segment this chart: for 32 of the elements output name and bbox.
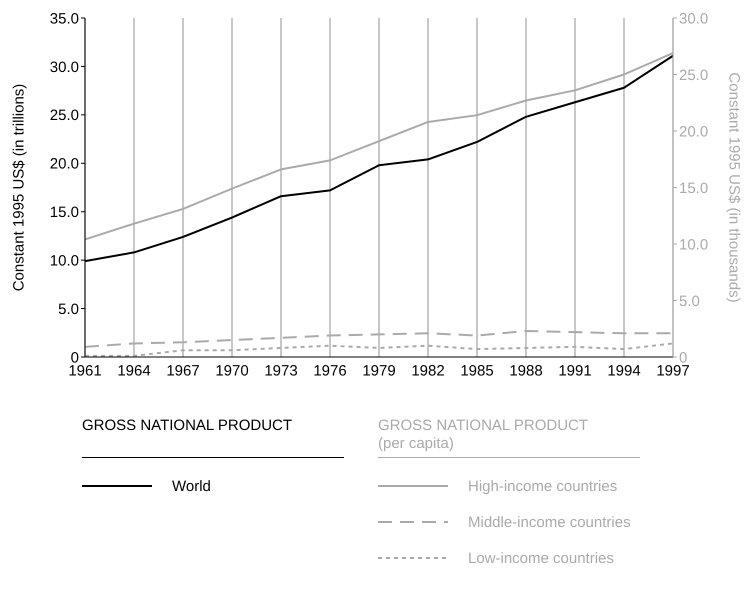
y-tick-label: 25.0 [50,107,79,124]
y-tick-label: 20.0 [50,156,79,173]
x-tick-label: 1991 [558,362,592,380]
y-tick-label: 35.0 [50,10,79,28]
y-axis-title: Constant 1995 US$ (in trillions) [10,84,28,292]
y2-tick-label: 5.0 [679,292,700,310]
y2-tick-label: 30.0 [679,10,708,28]
y2-tick-label: 15.0 [679,180,708,197]
x-tick-label: 1970 [215,362,249,380]
x-tick-label: 1979 [362,362,396,380]
legend-label: Middle-income countries [468,514,631,530]
y-tick-label: 15.0 [50,204,79,222]
x-tick-label: 1976 [313,362,347,380]
legend-label: Low-income countries [468,550,614,566]
legend-label: World [172,478,211,494]
y2-tick-label: 20.0 [679,123,708,140]
y-tick-label: 10.0 [50,252,79,270]
y-tick-label: 30.0 [50,58,79,76]
y-tick-label: 5.0 [58,300,79,318]
x-tick-label: 1964 [117,362,151,380]
x-tick-label: 1967 [166,362,200,380]
x-tick-label: 1982 [411,362,445,380]
text: GROSS NATIONAL PRODUCT (per capita) [378,417,589,453]
legend-label: High-income countries [468,478,618,494]
y2-tick-label: 25.0 [679,66,708,84]
x-tick-label: 1994 [607,362,641,380]
x-tick-label: 1973 [264,362,298,380]
y2-axis-title: Constant 1995 US$ (in thousands) [726,72,743,303]
x-tick-label: 1985 [460,362,494,380]
y2-tick-label: 10.0 [679,236,708,254]
text: GROSS NATIONAL PRODUCT [82,417,294,435]
x-tick-label: 1988 [509,362,543,380]
